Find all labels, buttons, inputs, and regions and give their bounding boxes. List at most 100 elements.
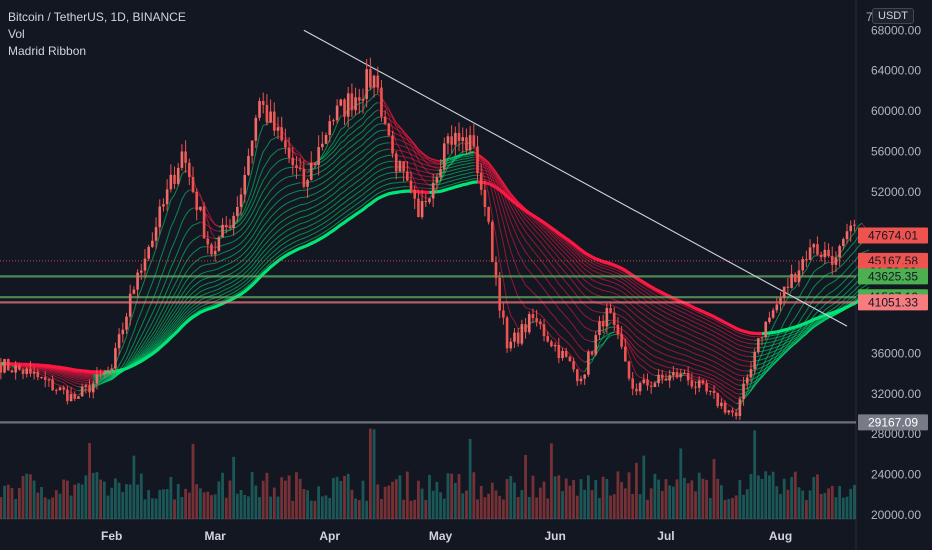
volume-bar bbox=[631, 493, 635, 519]
candle bbox=[738, 396, 742, 421]
candle-body bbox=[173, 174, 176, 184]
price-tag-label: 43625.35 bbox=[868, 269, 918, 283]
candle bbox=[513, 327, 516, 348]
candle bbox=[328, 115, 332, 143]
candle bbox=[191, 166, 195, 194]
volume-bar bbox=[258, 497, 261, 519]
volume-bar bbox=[265, 472, 269, 519]
volume-bar bbox=[232, 456, 236, 519]
candle-body bbox=[14, 365, 17, 373]
candle-body bbox=[468, 135, 472, 151]
candle bbox=[694, 381, 697, 395]
volume-bar bbox=[764, 471, 768, 519]
candle bbox=[258, 97, 261, 121]
ribbon-line bbox=[100, 171, 404, 375]
candle bbox=[853, 219, 856, 232]
candle-body bbox=[29, 368, 32, 374]
volume-bar bbox=[771, 471, 775, 519]
candle-body bbox=[380, 87, 383, 117]
candle-body bbox=[51, 379, 54, 391]
ribbon-line bbox=[433, 171, 474, 182]
legend-volume[interactable]: Vol bbox=[8, 27, 25, 41]
candle-body bbox=[394, 153, 398, 172]
candle-body bbox=[575, 369, 579, 382]
candle bbox=[550, 339, 553, 348]
candle bbox=[805, 250, 808, 268]
volume-bar bbox=[671, 486, 675, 519]
volume-bar bbox=[505, 479, 509, 519]
volume-bar bbox=[719, 485, 723, 519]
candle-body bbox=[195, 191, 198, 211]
candle bbox=[546, 331, 550, 343]
candle bbox=[601, 314, 605, 334]
candle-body bbox=[88, 385, 91, 393]
ribbon-line bbox=[104, 189, 411, 374]
candle-body bbox=[165, 189, 169, 205]
candle bbox=[494, 256, 498, 286]
volume-bar bbox=[575, 495, 579, 519]
candle bbox=[398, 159, 402, 173]
volume-bar bbox=[409, 500, 413, 519]
candle bbox=[590, 350, 594, 357]
ribbon-line bbox=[477, 180, 763, 336]
candle-body bbox=[731, 410, 734, 413]
volume-bar bbox=[346, 473, 350, 519]
volume-bar bbox=[99, 479, 103, 519]
volume-bar bbox=[679, 448, 683, 519]
price-tag-label: 29167.09 bbox=[868, 415, 918, 429]
candle-body bbox=[147, 246, 150, 259]
volume-bar bbox=[380, 498, 383, 519]
candle bbox=[243, 166, 247, 203]
candle-body bbox=[247, 155, 250, 175]
candle-body bbox=[797, 270, 801, 283]
candle bbox=[313, 161, 317, 169]
volume-bar bbox=[557, 475, 561, 519]
candle bbox=[309, 151, 313, 181]
volume-bar bbox=[753, 430, 757, 519]
candle bbox=[561, 347, 564, 361]
candle bbox=[3, 358, 6, 374]
y-tick-label: 52000.00 bbox=[871, 185, 921, 199]
volume-bar bbox=[387, 485, 391, 519]
candle bbox=[206, 231, 210, 254]
candle-body bbox=[775, 304, 779, 311]
volume-bar bbox=[649, 488, 653, 519]
candle-body bbox=[199, 206, 202, 211]
candle bbox=[679, 368, 683, 382]
candle-body bbox=[849, 225, 853, 232]
candle-body bbox=[47, 379, 51, 381]
candle bbox=[716, 392, 719, 409]
candle-body bbox=[712, 390, 716, 394]
candle-body bbox=[561, 350, 564, 359]
candle-body bbox=[73, 394, 77, 399]
candle bbox=[173, 166, 176, 189]
candle bbox=[269, 99, 272, 124]
volume-bar bbox=[775, 486, 779, 519]
volume-bar bbox=[635, 462, 638, 519]
volume-bar bbox=[823, 493, 827, 519]
volume-bar bbox=[509, 475, 513, 519]
trendline-layer[interactable] bbox=[303, 29, 848, 327]
volume-bar bbox=[195, 484, 199, 519]
volume-bar bbox=[276, 496, 280, 519]
candle-body bbox=[413, 189, 417, 199]
volume-bar bbox=[309, 500, 313, 519]
price-axis[interactable]: 20000.00 24000.00 28000.00 32000.00 36000.00… bbox=[866, 10, 921, 522]
volume-bar bbox=[705, 479, 709, 519]
volume-bar bbox=[180, 496, 184, 519]
candle-body bbox=[143, 258, 147, 271]
volume-bar bbox=[542, 481, 546, 519]
volume-bar bbox=[117, 482, 121, 519]
candle-body bbox=[668, 375, 671, 381]
ribbon-line bbox=[100, 166, 393, 375]
currency-selector[interactable]: USDT bbox=[872, 8, 914, 24]
volume-bar bbox=[605, 479, 609, 519]
time-axis[interactable]: Feb Mar Apr May Jun Jul Aug bbox=[101, 529, 792, 543]
candle bbox=[705, 380, 708, 395]
candle-body bbox=[125, 316, 128, 330]
volume-bar bbox=[80, 484, 84, 519]
volume-bar bbox=[298, 478, 302, 519]
legend-madrid-ribbon[interactable]: Madrid Ribbon bbox=[8, 44, 87, 58]
candle-body bbox=[690, 380, 694, 387]
